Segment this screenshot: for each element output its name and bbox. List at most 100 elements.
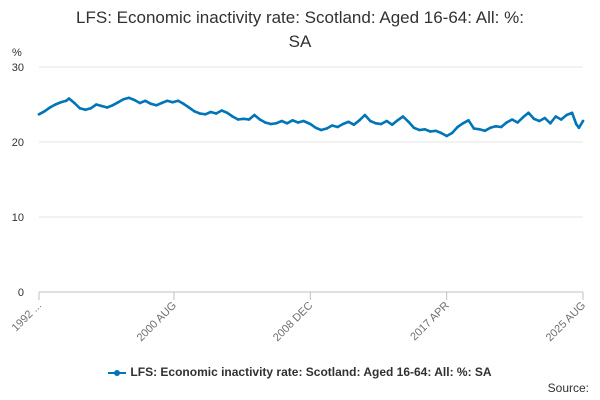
data-point[interactable]: [565, 113, 568, 117]
data-point[interactable]: [95, 103, 98, 106]
data-point[interactable]: [505, 121, 508, 124]
data-point[interactable]: [396, 119, 399, 122]
data-point[interactable]: [549, 122, 552, 125]
data-point[interactable]: [193, 110, 196, 113]
data-point[interactable]: [461, 122, 465, 125]
data-point[interactable]: [48, 106, 52, 109]
data-point[interactable]: [285, 122, 289, 125]
data-point[interactable]: [532, 117, 536, 121]
data-point[interactable]: [89, 107, 93, 110]
data-point[interactable]: [214, 112, 218, 115]
data-point[interactable]: [122, 98, 125, 101]
data-point[interactable]: [43, 110, 46, 113]
data-point[interactable]: [570, 111, 574, 115]
data-point[interactable]: [105, 106, 109, 109]
data-point[interactable]: [220, 109, 223, 112]
data-point[interactable]: [407, 120, 410, 124]
data-point[interactable]: [319, 128, 323, 132]
data-point[interactable]: [231, 115, 234, 118]
series-line[interactable]: [37, 96, 585, 138]
data-point[interactable]: [456, 125, 459, 129]
data-point[interactable]: [264, 121, 267, 124]
data-point[interactable]: [133, 98, 136, 102]
data-point[interactable]: [516, 121, 519, 124]
data-point[interactable]: [155, 104, 158, 107]
data-point[interactable]: [187, 106, 191, 109]
data-point[interactable]: [538, 119, 541, 123]
data-point[interactable]: [138, 101, 142, 105]
data-point[interactable]: [423, 128, 427, 131]
data-point[interactable]: [489, 126, 492, 130]
data-point[interactable]: [149, 102, 153, 106]
data-point[interactable]: [253, 113, 256, 117]
data-point[interactable]: [412, 126, 416, 130]
data-point[interactable]: [330, 124, 334, 127]
data-point[interactable]: [385, 119, 389, 123]
data-point[interactable]: [111, 104, 114, 107]
data-point[interactable]: [182, 102, 185, 106]
data-point[interactable]: [554, 115, 557, 118]
data-point[interactable]: [574, 122, 578, 126]
data-point[interactable]: [374, 122, 378, 125]
data-point[interactable]: [472, 127, 476, 130]
data-point[interactable]: [302, 119, 305, 123]
data-point[interactable]: [127, 96, 131, 100]
data-point[interactable]: [358, 119, 361, 122]
data-point[interactable]: [165, 99, 169, 103]
data-point[interactable]: [78, 107, 82, 110]
data-point[interactable]: [291, 119, 294, 122]
data-point[interactable]: [296, 121, 300, 124]
data-point[interactable]: [341, 122, 345, 126]
data-point[interactable]: [269, 122, 273, 126]
data-point[interactable]: [527, 111, 530, 115]
data-point[interactable]: [510, 118, 514, 121]
data-point[interactable]: [280, 119, 284, 123]
data-point[interactable]: [521, 116, 525, 119]
data-point[interactable]: [242, 117, 245, 121]
data-point[interactable]: [467, 119, 470, 122]
data-point[interactable]: [429, 130, 432, 133]
data-point[interactable]: [418, 128, 421, 132]
data-point[interactable]: [559, 118, 563, 121]
data-point[interactable]: [54, 103, 57, 106]
data-point[interactable]: [247, 118, 251, 121]
data-point[interactable]: [209, 110, 213, 114]
data-point[interactable]: [390, 123, 394, 126]
data-point[interactable]: [325, 127, 329, 130]
data-point[interactable]: [100, 104, 103, 108]
data-point[interactable]: [274, 122, 278, 125]
data-point[interactable]: [445, 134, 449, 138]
data-point[interactable]: [144, 99, 147, 103]
data-point[interactable]: [478, 128, 481, 131]
data-point[interactable]: [352, 123, 356, 126]
data-point[interactable]: [434, 129, 438, 133]
data-point[interactable]: [401, 115, 405, 118]
data-point[interactable]: [577, 126, 581, 130]
data-point[interactable]: [543, 116, 547, 120]
data-point[interactable]: [204, 113, 207, 116]
data-point[interactable]: [116, 101, 120, 104]
data-point[interactable]: [84, 108, 87, 112]
data-point[interactable]: [67, 97, 71, 100]
data-point[interactable]: [494, 125, 498, 128]
data-point[interactable]: [439, 131, 443, 135]
data-point[interactable]: [581, 119, 585, 123]
data-point[interactable]: [160, 101, 163, 105]
data-point[interactable]: [379, 122, 383, 126]
data-point[interactable]: [363, 113, 367, 117]
data-point[interactable]: [73, 101, 76, 105]
data-point[interactable]: [258, 118, 262, 121]
data-point[interactable]: [369, 119, 372, 123]
data-point[interactable]: [171, 101, 174, 104]
data-point[interactable]: [37, 113, 41, 116]
data-point[interactable]: [347, 120, 350, 124]
data-point[interactable]: [198, 112, 202, 115]
data-point[interactable]: [450, 131, 454, 135]
data-point[interactable]: [314, 126, 318, 130]
data-point[interactable]: [225, 111, 229, 115]
legend[interactable]: LFS: Economic inactivity rate: Scotland:…: [0, 365, 600, 379]
data-point[interactable]: [499, 125, 503, 129]
data-point[interactable]: [336, 125, 339, 129]
data-point[interactable]: [483, 129, 487, 133]
data-point[interactable]: [59, 101, 63, 104]
